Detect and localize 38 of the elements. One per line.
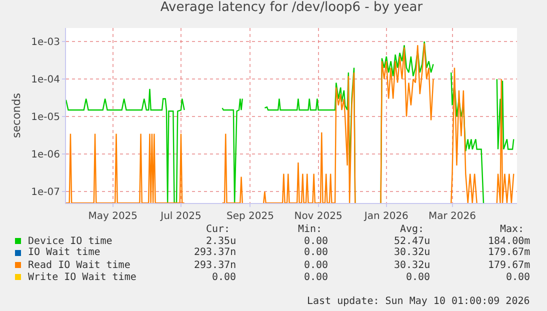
text: 0.00: [304, 247, 328, 258]
y-tick-label: 1e-04: [31, 74, 60, 86]
text: 293.37n: [194, 260, 236, 271]
text: 2.35u: [206, 236, 236, 247]
y-axis-title: seconds: [10, 92, 23, 138]
y-tick-label: 1e-07: [31, 187, 60, 198]
text: 0.00: [506, 272, 530, 283]
legend-label: IO Wait time: [28, 247, 100, 258]
text: 0.00: [304, 236, 328, 247]
text: Last update: Sun May 10 01:00:09 2026: [307, 296, 530, 307]
text: 0.00: [406, 272, 430, 283]
text: 293.37n: [194, 247, 236, 258]
x-tick-label: Sep 2025: [226, 211, 274, 222]
text: Max:: [500, 224, 524, 235]
text: 184.00m: [488, 236, 530, 247]
chart-title: Average latency for /dev/loop6 - by year: [160, 0, 424, 16]
text: 179.67m: [488, 260, 530, 271]
legend-label: Write IO Wait time: [28, 272, 136, 283]
x-tick-label: Mar 2026: [428, 211, 476, 222]
x-tick-label: Jan 2026: [363, 211, 408, 222]
y-tick-label: 1e-06: [31, 150, 60, 161]
text: Cur:: [206, 224, 230, 235]
text: 0.00: [212, 272, 236, 283]
legend-label: Device IO time: [28, 236, 112, 247]
x-tick-label: Jul 2025: [160, 211, 202, 222]
x-tick-label: May 2025: [88, 211, 138, 222]
text: 0.00: [304, 272, 328, 283]
text: 30.32u: [394, 247, 430, 258]
text: 30.32u: [394, 260, 430, 271]
text: 179.67m: [488, 247, 530, 258]
text: Min:: [298, 224, 322, 235]
text: 52.47u: [394, 236, 430, 247]
y-tick-label: 1e-05: [31, 112, 60, 124]
x-tick-label: Nov 2025: [294, 211, 342, 222]
y-tick-label: 1e-03: [31, 37, 60, 48]
text: Avg:: [400, 224, 424, 235]
text: 0.00: [304, 260, 328, 271]
legend-label: Read IO Wait time: [28, 260, 130, 271]
